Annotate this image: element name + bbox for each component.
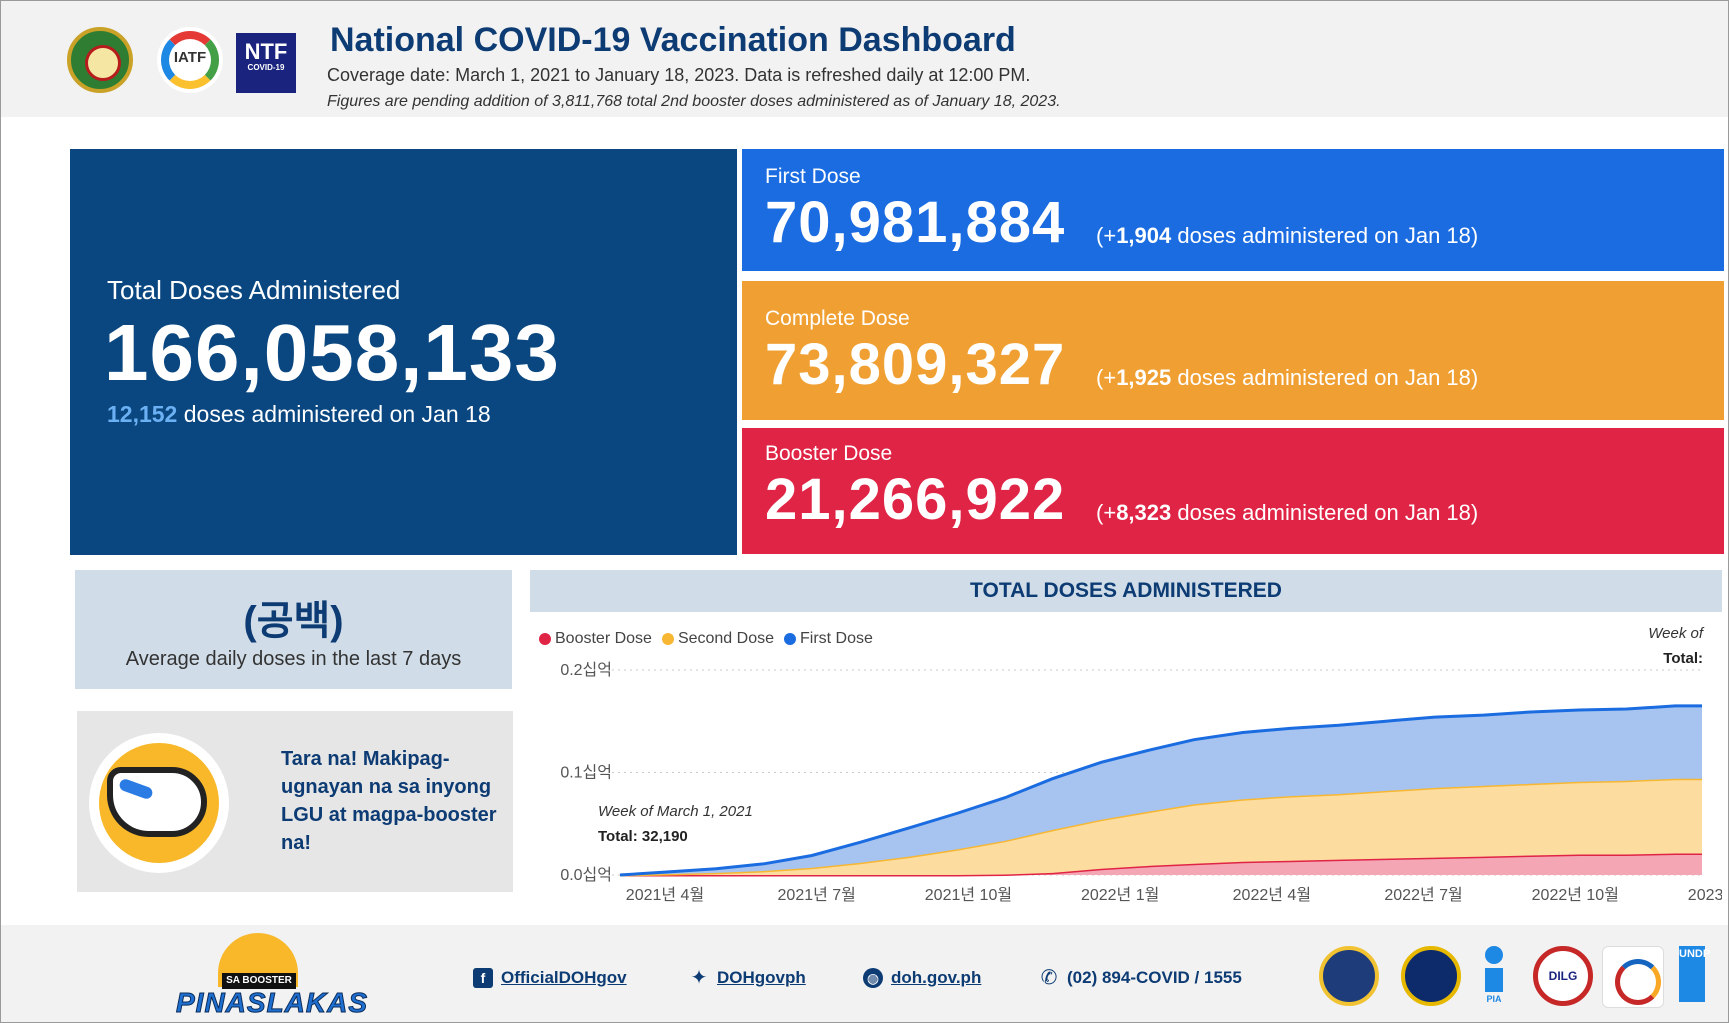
x-tick-label: 2021년 10월 [925,886,1012,904]
y-tick-label: 0.1십억 [560,764,612,782]
complete-dose-increment: (+1,925 doses administered on Jan 18) [1096,365,1479,390]
complete-dose-increment-value: 1,925 [1116,365,1172,390]
y-tick-label: 0.2십억 [560,661,612,679]
undp-logo: UNDP [1679,946,1710,1002]
x-tick-label: 2022년 7월 [1384,886,1462,904]
legend-dot-first [784,633,796,645]
doh-logo [67,27,133,93]
total-doses-daily: 12,152 doses administered on Jan 18 [107,401,491,428]
website-link[interactable]: ◍ doh.gov.ph [863,968,981,988]
footer: SA BOOSTER PINASLAKAS f OfficialDOHgov ✦… [1,925,1728,1022]
facebook-icon: f [473,968,493,988]
legend-item-first[interactable]: First Dose [784,630,873,648]
complete-dose-value: 73,809,327 [765,332,1066,397]
pia-logo: PIA [1479,946,1509,1006]
total-doses-daily-text: doses administered on Jan 18 [177,401,491,427]
ntf-logo-text: NTF [244,39,288,64]
legend-dot-booster [539,633,551,645]
flexed-arm-icon [89,733,229,873]
average-daily-card: (공백) Average daily doses in the last 7 d… [75,570,512,689]
total-doses-card: Total Doses Administered 166,058,133 12,… [70,149,737,555]
first-dose-value: 70,981,884 [765,190,1066,255]
pinaslakas-tag: SA BOOSTER [222,973,296,989]
booster-promo-text: Tara na! Makipag-ugnayan na sa inyong LG… [281,748,497,854]
globe-icon: ◍ [863,968,883,988]
x-tick-label: 2022년 4월 [1233,886,1311,904]
booster-dose-increment: (+8,323 doses administered on Jan 18) [1096,500,1479,525]
twitter-link-text[interactable]: DOHgovph [717,968,806,987]
area-first-dose [620,705,1702,875]
booster-promo-card: Tara na! Makipag-ugnayan na sa inyong LG… [77,711,513,892]
tooltip-week-label: Week of March 1, 2021 [598,803,753,820]
dilg-seal: DILG [1533,946,1593,1006]
complete-dose-card: Complete Dose 73,809,327 (+1,925 doses a… [742,281,1724,420]
booster-dose-card: Booster Dose 21,266,922 (+8,323 doses ad… [742,428,1724,554]
total-doses-area-chart[interactable]: 0.0십억 0.1십억 0.2십억 2021년 4월 2021년 7월 2021년 10월… [530,620,1722,920]
chart-title: TOTAL DOSES ADMINISTERED [530,570,1722,612]
average-daily-value: (공백) [243,599,344,643]
facebook-link[interactable]: f OfficialDOHgov [473,968,627,988]
total-doses-daily-value: 12,152 [107,401,178,427]
legend-label-booster: Booster Dose [555,630,652,647]
undp-logo-text: UNDP [1679,948,1711,960]
line-first-dose [619,704,1702,877]
pco-seal [1319,946,1379,1006]
area-second-dose [620,778,1702,875]
first-dose-increment-value: 1,904 [1116,223,1172,248]
first-dose-card: First Dose 70,981,884 (+1,904 doses admi… [742,149,1724,271]
legend-item-second[interactable]: Second Dose [661,630,774,648]
pcoo-seal [1401,946,1461,1006]
x-tick-label: 2021년 7월 [778,886,856,904]
dict-seal [1602,946,1664,1008]
y-tick-label: 0.0십억 [560,866,612,884]
phone-icon: ✆ [1040,967,1058,989]
first-dose-label: First Dose [765,165,861,188]
twitter-icon: ✦ [690,967,708,989]
pinaslakas-wordmark: PINASLAKAS [176,987,369,1019]
website-link-text[interactable]: doh.gov.ph [891,968,982,987]
total-doses-label: Total Doses Administered [107,275,401,305]
pinaslakas-logo: SA BOOSTER PINASLAKAS [176,933,369,1019]
legend-dot-second [661,633,674,645]
header: IATF NTF COVID-19 National COVID-19 Vacc… [1,1,1728,117]
complete-dose-label: Complete Dose [765,307,910,330]
tooltip-total-label: Total: 32,190 [598,828,688,845]
iatf-logo: IATF [157,27,223,93]
booster-dose-value: 21,266,922 [765,467,1066,532]
pia-logo-text: PIA [1486,994,1502,1004]
ntf-logo-subtext: COVID-19 [247,63,285,72]
chart-legend: Booster Dose Second Dose First Dose [539,630,873,648]
x-tick-label: 2023년 1월 [1688,886,1722,904]
x-tick-label: 2021년 4월 [626,886,704,904]
facebook-link-text[interactable]: OfficialDOHgov [501,968,627,987]
hover-tooltip-total: Total: [1663,650,1703,667]
hotline: ✆ (02) 894-COVID / 1555 [1039,968,1242,988]
average-daily-label: Average daily doses in the last 7 days [125,648,462,670]
page-title: National COVID-19 Vaccination Dashboard [330,21,1016,59]
dilg-seal-text: DILG [1548,969,1578,983]
pending-note: Figures are pending addition of 3,811,76… [327,93,1061,110]
booster-dose-label: Booster Dose [765,442,893,465]
hover-tooltip-week: Week of [1648,625,1703,642]
twitter-link[interactable]: ✦ DOHgovph [689,968,806,988]
ntf-logo: NTF COVID-19 [236,33,296,93]
iatf-logo-text: IATF [173,49,207,66]
legend-label-first: First Dose [800,630,873,647]
booster-dose-increment-value: 8,323 [1116,500,1172,525]
hotline-text: (02) 894-COVID / 1555 [1067,968,1242,987]
legend-label-second: Second Dose [677,630,774,647]
x-tick-label: 2022년 10월 [1532,886,1619,904]
coverage-subtitle: Coverage date: March 1, 2021 to January … [327,65,1031,85]
first-dose-increment: (+1,904 doses administered on Jan 18) [1096,223,1479,248]
total-doses-value: 166,058,133 [104,308,560,397]
x-tick-label: 2022년 1월 [1081,886,1159,904]
legend-item-booster[interactable]: Booster Dose [539,630,652,648]
